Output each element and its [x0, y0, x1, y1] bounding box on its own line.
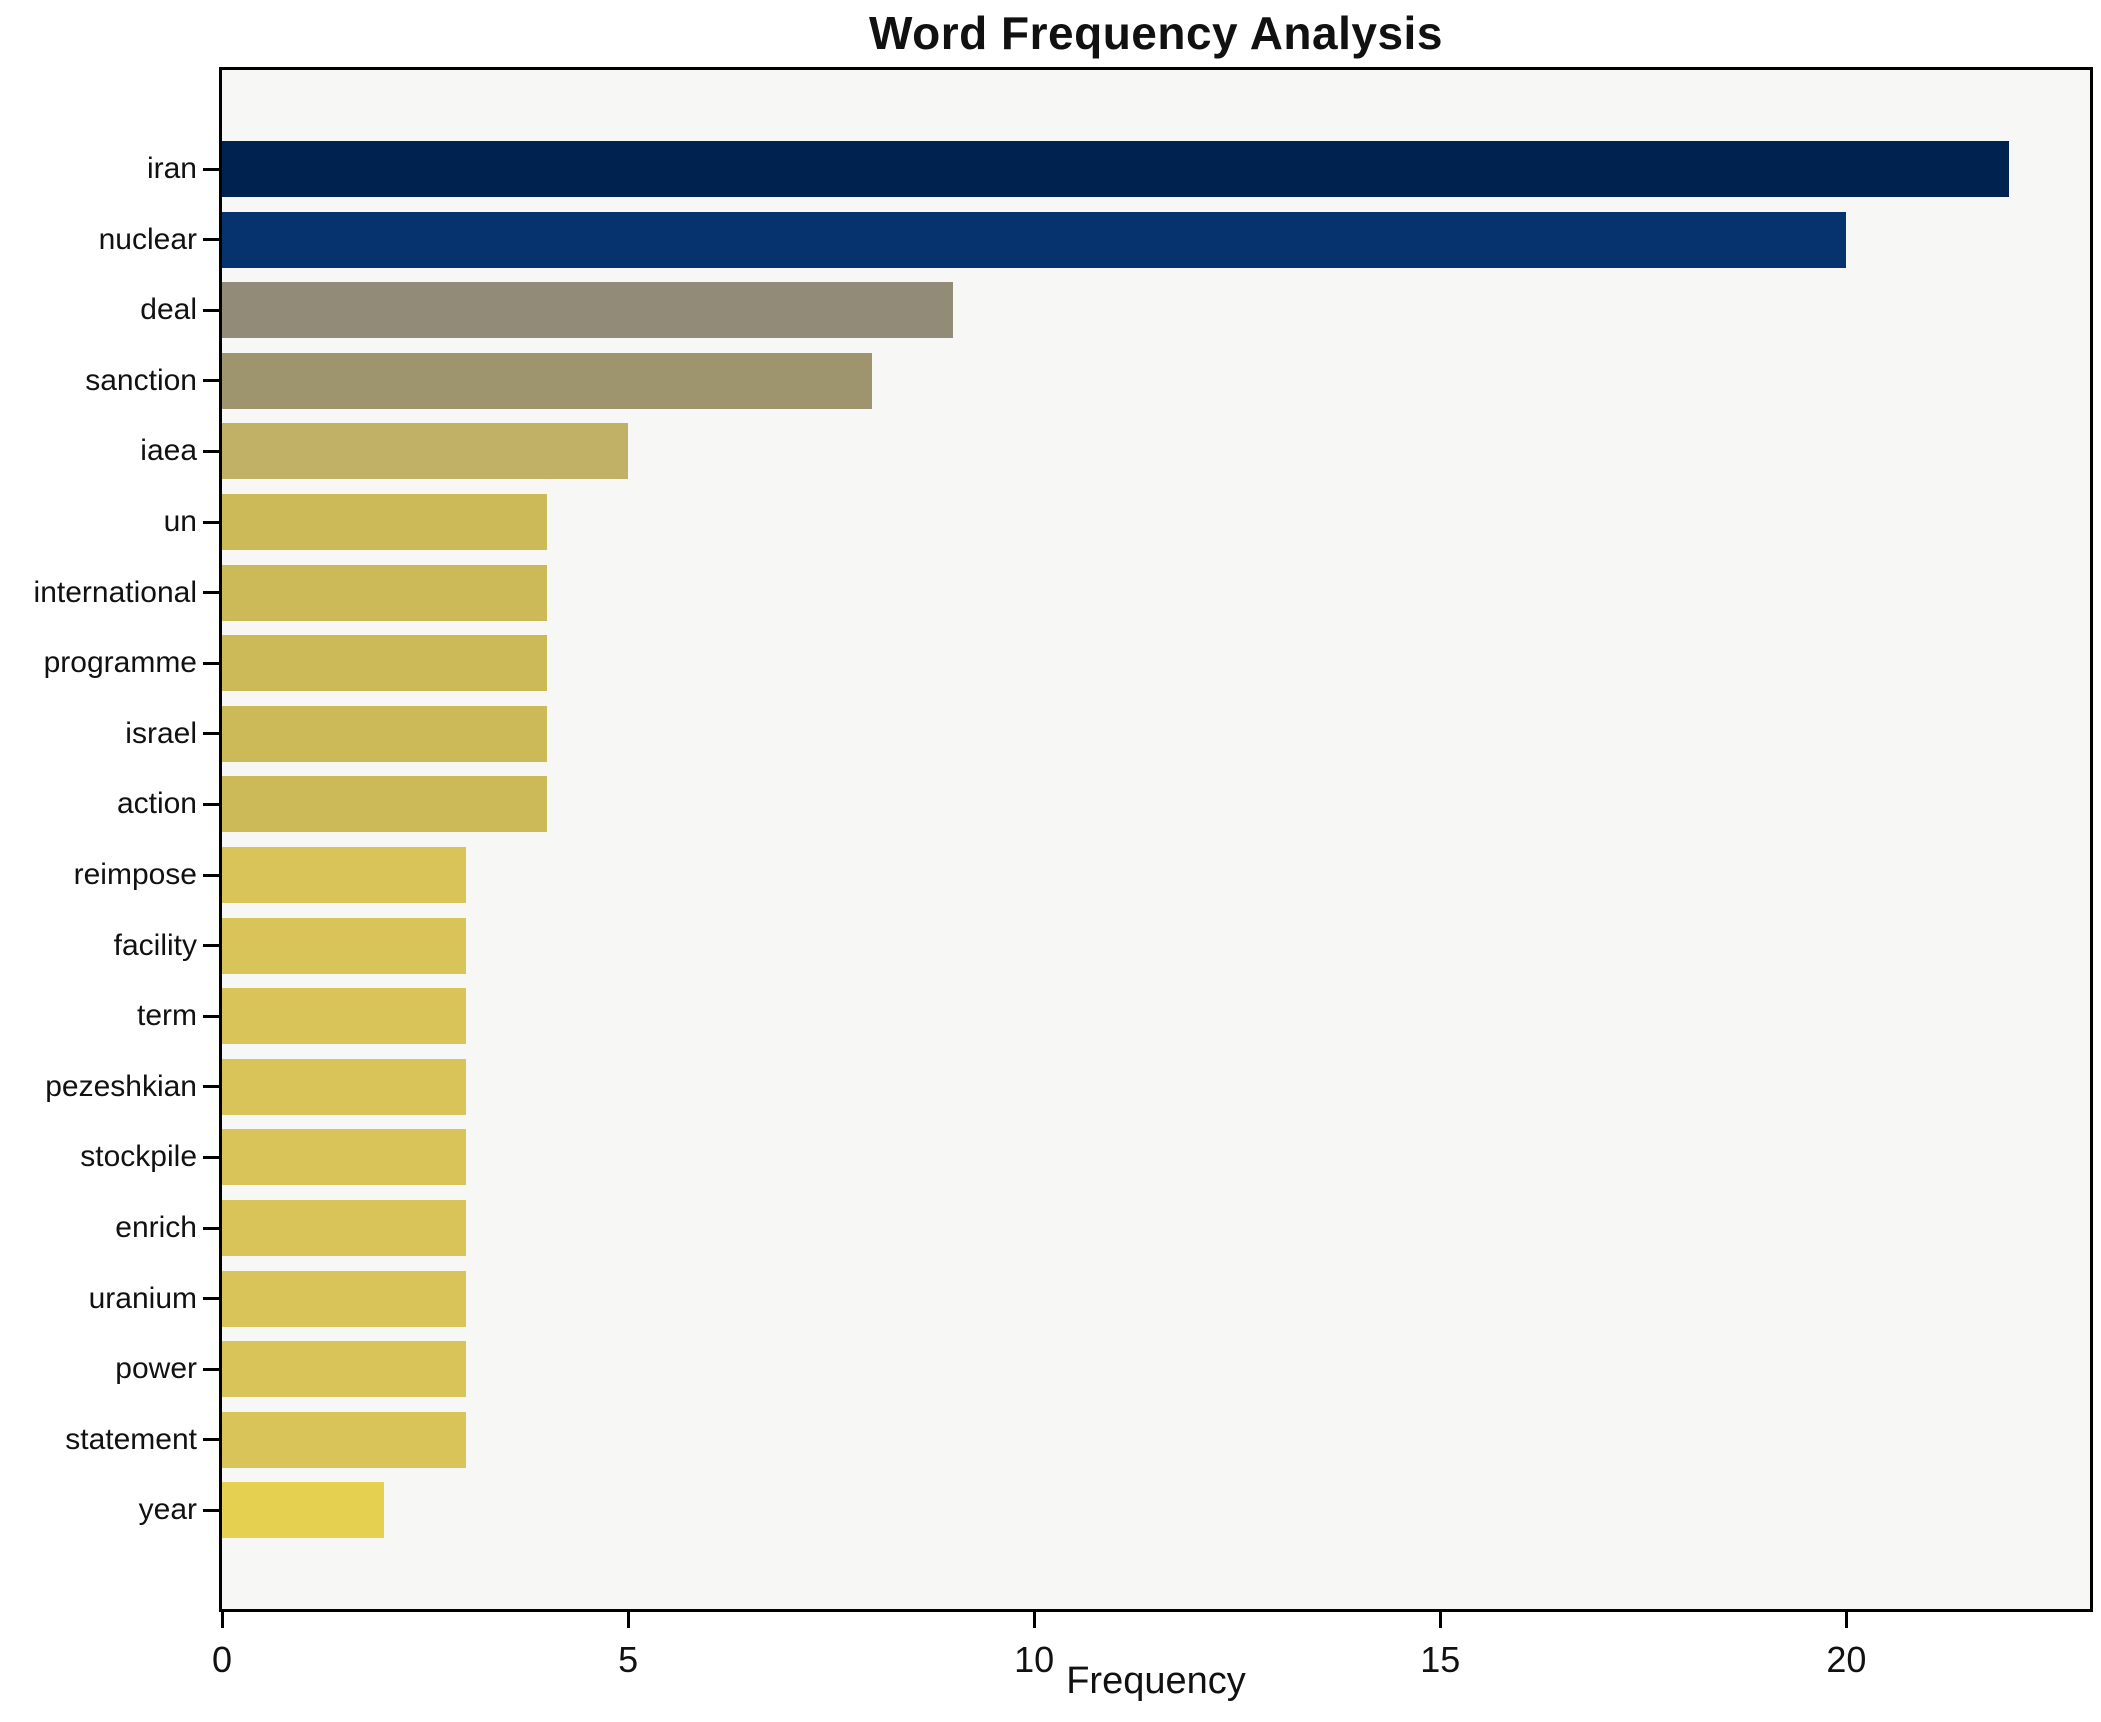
- bar-row: [222, 494, 2090, 550]
- bar: [222, 1129, 466, 1186]
- y-tick-label: international: [33, 575, 197, 609]
- y-tick-label: pezeshkian: [45, 1069, 197, 1103]
- y-tick-label: iran: [146, 152, 197, 185]
- bar-row: [222, 1341, 2090, 1398]
- y-tick-label: deal: [140, 293, 197, 327]
- bar: [222, 635, 547, 692]
- bar-row: [222, 352, 2090, 409]
- y-tick-mark: [203, 1438, 219, 1442]
- y-tick-label: uranium: [88, 1281, 197, 1315]
- y-tick-mark: [203, 1155, 219, 1159]
- plot-area: iran nuclear deal sanction iaea un internation…: [34, 67, 2093, 1680]
- bar-row: [222, 211, 2090, 268]
- bar-row: [222, 564, 2090, 621]
- bar: [222, 494, 547, 550]
- y-tick-label: reimpose: [73, 858, 197, 891]
- y-tick-mark: [203, 1297, 219, 1301]
- x-tick-label: 0: [211, 1639, 233, 1680]
- x-tick-label: 15: [1420, 1639, 1461, 1680]
- bar-row: [222, 705, 2090, 762]
- y-tick-mark: [203, 1367, 219, 1371]
- x-tick-mark: [626, 1612, 630, 1628]
- bar: [222, 1411, 466, 1468]
- bar: [222, 141, 2009, 197]
- y-tick-label: un: [163, 505, 197, 538]
- y-tick-label: sanction: [85, 363, 197, 397]
- bar-row: [222, 1058, 2090, 1115]
- y-tick-mark: [203, 1014, 219, 1018]
- x-tick-label: 5: [618, 1639, 639, 1680]
- bar-row: [222, 1200, 2090, 1256]
- bar: [222, 1200, 466, 1256]
- bar: [222, 917, 466, 974]
- y-tick-mark: [203, 591, 219, 595]
- bar: [222, 282, 953, 339]
- y-tick-label: enrich: [115, 1211, 197, 1244]
- y-tick-label: action: [116, 787, 197, 821]
- bar: [222, 564, 547, 621]
- x-tick-mark: [1844, 1612, 1848, 1628]
- x-axis-label: Frequency: [1066, 1660, 1246, 1702]
- y-tick-label: iaea: [140, 434, 197, 468]
- bar-row: [222, 1270, 2090, 1327]
- y-tick-label: programme: [43, 646, 197, 680]
- y-tick-mark: [203, 661, 219, 665]
- bar-row: [222, 847, 2090, 903]
- y-tick-mark: [203, 308, 219, 312]
- bar: [222, 1482, 385, 1539]
- bar: [222, 1270, 466, 1327]
- y-tick-label: year: [138, 1493, 197, 1527]
- y-tick-mark: [203, 732, 219, 736]
- y-tick-label: facility: [113, 928, 197, 962]
- bar: [222, 847, 466, 903]
- bar: [222, 705, 547, 762]
- y-tick-mark: [203, 1226, 219, 1230]
- y-tick-label: nuclear: [98, 222, 197, 256]
- y-tick-label: power: [115, 1352, 197, 1386]
- bar-row: [222, 917, 2090, 974]
- bar: [222, 776, 547, 833]
- y-tick-label: statement: [65, 1422, 197, 1456]
- y-tick-mark: [203, 238, 219, 242]
- bar-row: [222, 988, 2090, 1045]
- bar: [222, 423, 629, 480]
- bar-row: [222, 1482, 2090, 1539]
- bar-row: [222, 1129, 2090, 1186]
- x-tick-label: 20: [1826, 1639, 1867, 1680]
- bar-row: [222, 1411, 2090, 1468]
- bar: [222, 1341, 466, 1398]
- bar: [222, 1058, 466, 1115]
- x-tick-mark: [220, 1612, 224, 1628]
- bar: [222, 211, 1847, 268]
- bar: [222, 988, 466, 1045]
- y-tick-mark: [203, 944, 219, 948]
- bar-row: [222, 141, 2090, 197]
- y-tick-label: stockpile: [80, 1140, 197, 1174]
- bar: [222, 352, 872, 409]
- bar-row: [222, 423, 2090, 480]
- x-tick-mark: [1032, 1612, 1036, 1628]
- bar-row: [222, 635, 2090, 692]
- y-tick-mark: [203, 379, 219, 383]
- y-tick-mark: [203, 449, 219, 453]
- y-tick-label: term: [137, 999, 197, 1033]
- chart-title: Word Frequency Analysis: [869, 7, 1443, 59]
- y-tick-mark: [203, 1085, 219, 1089]
- y-tick-mark: [203, 873, 219, 877]
- y-tick-mark: [203, 802, 219, 806]
- x-tick-label: 10: [1014, 1639, 1055, 1680]
- bar-row: [222, 776, 2090, 833]
- x-tick-mark: [1438, 1612, 1442, 1628]
- y-tick-mark: [203, 1508, 219, 1512]
- bar-row: [222, 282, 2090, 339]
- y-tick-mark: [203, 520, 219, 524]
- y-tick-label: israel: [125, 716, 197, 750]
- y-tick-mark: [203, 167, 219, 171]
